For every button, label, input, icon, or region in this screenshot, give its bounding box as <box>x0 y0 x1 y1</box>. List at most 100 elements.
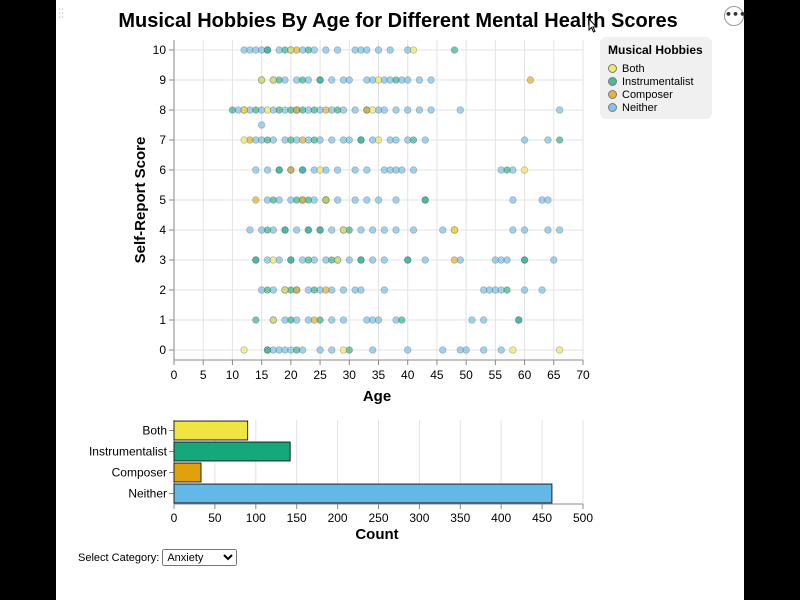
scatter-point-instrumentalist[interactable] <box>263 226 272 234</box>
scatter-point-both[interactable] <box>409 46 418 54</box>
scatter-point-composer[interactable] <box>310 316 318 324</box>
scatter-point-instrumentalist[interactable] <box>503 286 511 294</box>
scatter-point-composer[interactable] <box>298 136 307 144</box>
scatter-point-instrumentalist[interactable] <box>310 286 318 294</box>
scatter-point-neither[interactable] <box>468 316 476 324</box>
legend-item-neither[interactable]: Neither <box>608 101 712 114</box>
scatter-point-neither[interactable] <box>351 106 359 114</box>
scatter-point-instrumentalist[interactable] <box>392 76 400 84</box>
scatter-point-instrumentalist[interactable] <box>252 106 260 114</box>
bar-composer[interactable] <box>173 462 202 483</box>
scatter-point-neither[interactable] <box>380 106 389 114</box>
scatter-point-composer[interactable] <box>292 106 301 114</box>
scatter-point-instrumentalist[interactable] <box>304 256 313 264</box>
scatter-point-both[interactable] <box>509 346 517 354</box>
scatter-point-composer[interactable] <box>450 256 459 264</box>
scatter-point-neither[interactable] <box>363 46 371 54</box>
scatter-point-both[interactable] <box>374 76 383 84</box>
scatter-point-neither[interactable] <box>345 136 353 144</box>
scatter-point-neither[interactable] <box>544 196 552 204</box>
scatter-point-neither[interactable] <box>544 226 552 234</box>
scatter-point-neither[interactable] <box>386 46 394 54</box>
scatter-point-instrumentalist[interactable] <box>263 346 272 354</box>
scatter-point-instrumentalist[interactable] <box>263 136 272 144</box>
scatter-point-instrumentalist[interactable] <box>252 256 260 264</box>
scatter-point-instrumentalist[interactable] <box>357 136 365 144</box>
scatter-point-neither[interactable] <box>497 346 505 354</box>
scatter-point-neither[interactable] <box>479 346 488 354</box>
scatter-point-neither[interactable] <box>333 196 342 204</box>
scatter-point-neither[interactable] <box>421 136 429 144</box>
scatter-point-neither[interactable] <box>351 196 359 204</box>
scatter-point-instrumentalist[interactable] <box>357 256 365 264</box>
scatter-point-both[interactable] <box>240 346 248 354</box>
scatter-point-neither[interactable] <box>333 166 342 174</box>
scatter-point-neither[interactable] <box>555 226 564 234</box>
scatter-point-neither[interactable] <box>421 256 429 264</box>
scatter-point-neither[interactable] <box>555 106 564 114</box>
scatter-point-neither[interactable] <box>520 286 529 294</box>
scatter-point-neither[interactable] <box>479 316 488 324</box>
scatter-point-neither[interactable] <box>363 166 371 174</box>
scatter-point-neither[interactable] <box>351 166 359 174</box>
legend-item-both[interactable]: Both <box>608 62 712 75</box>
scatter-point-neither[interactable] <box>380 256 389 264</box>
scatter-point-neither[interactable] <box>328 316 336 324</box>
scatter-point-instrumentalist[interactable] <box>298 166 307 174</box>
scatter-point-instrumentalist[interactable] <box>287 256 295 264</box>
scatter-point-composer[interactable] <box>322 106 330 114</box>
scatter-point-neither[interactable] <box>427 106 435 114</box>
scatter-point-neither[interactable] <box>333 46 342 54</box>
scatter-points[interactable] <box>228 46 564 354</box>
scatter-point-composer[interactable] <box>298 196 307 204</box>
scatter-point-both[interactable] <box>450 226 459 234</box>
scatter-point-instrumentalist[interactable] <box>281 226 289 234</box>
scatter-point-neither[interactable] <box>404 106 412 114</box>
scatter-point-both[interactable] <box>322 196 330 204</box>
chart-actions-menu-button[interactable]: ••• <box>724 6 746 26</box>
scatter-point-neither[interactable] <box>415 76 424 84</box>
scatter-point-neither[interactable] <box>263 166 272 174</box>
scatter-point-instrumentalist[interactable] <box>404 256 412 264</box>
scatter-point-neither[interactable] <box>357 286 365 294</box>
scatter-point-neither[interactable] <box>544 136 552 144</box>
scatter-point-neither[interactable] <box>456 106 464 114</box>
scatter-point-instrumentalist[interactable] <box>263 286 272 294</box>
scatter-point-both[interactable] <box>520 166 529 174</box>
scatter-point-composer[interactable] <box>292 286 301 294</box>
category-select[interactable]: Anxiety <box>162 549 238 566</box>
scatter-point-both[interactable] <box>339 346 348 354</box>
bar-neither[interactable] <box>173 483 553 504</box>
scatter-point-instrumentalist[interactable] <box>555 136 564 144</box>
bar-instrumentalist[interactable] <box>173 441 291 462</box>
scatter-point-instrumentalist[interactable] <box>409 136 418 144</box>
scatter-point-neither[interactable] <box>328 226 336 234</box>
scatter-point-both[interactable] <box>374 136 383 144</box>
scatter-point-neither[interactable] <box>392 106 400 114</box>
scatter-point-composer[interactable] <box>287 166 295 174</box>
scatter-point-both[interactable] <box>287 46 295 54</box>
scatter-point-instrumentalist[interactable] <box>398 316 406 324</box>
scatter-point-composer[interactable] <box>252 196 260 204</box>
scatter-point-neither[interactable] <box>246 226 254 234</box>
scatter-point-instrumentalist[interactable] <box>316 226 324 234</box>
scatter-point-instrumentalist[interactable] <box>304 226 313 234</box>
scatter-point-both[interactable] <box>339 226 348 234</box>
legend-item-composer[interactable]: Composer <box>608 88 712 101</box>
scatter-point-neither[interactable] <box>368 346 377 354</box>
scatter-point-both[interactable] <box>281 286 289 294</box>
scatter-point-neither[interactable] <box>398 166 406 174</box>
scatter-point-instrumentalist[interactable] <box>515 316 523 324</box>
scatter-point-neither[interactable] <box>357 226 365 234</box>
legend-item-instrumentalist[interactable]: Instrumentalist <box>608 75 712 88</box>
scatter-point-neither[interactable] <box>316 346 324 354</box>
scatter-point-neither[interactable] <box>328 76 336 84</box>
scatter-point-instrumentalist[interactable] <box>263 46 272 54</box>
scatter-point-both[interactable] <box>263 106 272 114</box>
scatter-point-neither[interactable] <box>380 286 389 294</box>
bar-marks[interactable] <box>173 420 553 504</box>
scatter-point-composer[interactable] <box>526 76 535 84</box>
scatter-point-both[interactable] <box>269 316 278 324</box>
scatter-point-neither[interactable] <box>339 316 348 324</box>
scatter-point-instrumentalist[interactable] <box>333 106 342 114</box>
